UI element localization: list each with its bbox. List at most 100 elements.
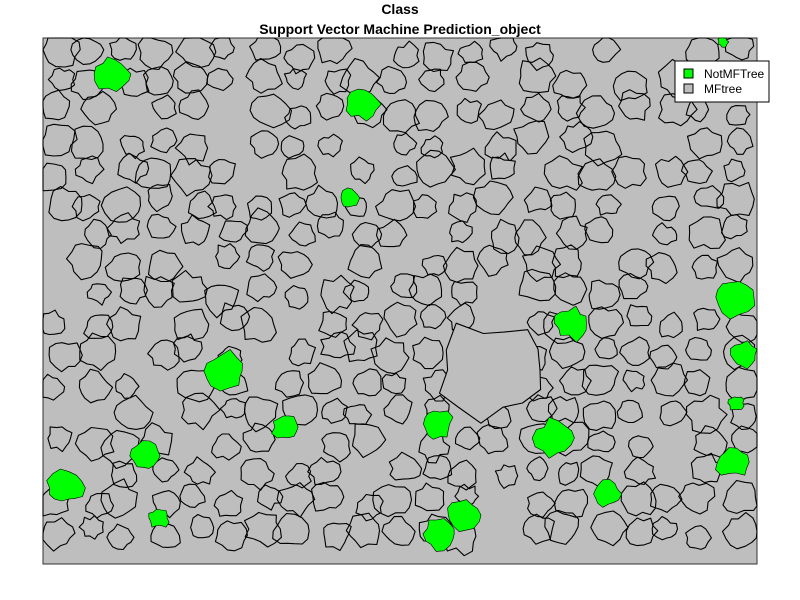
legend-box [674, 60, 770, 103]
mftree-object [455, 61, 490, 92]
mftree-object [113, 394, 154, 430]
mftree-object [344, 196, 367, 217]
mftree-object [320, 331, 356, 359]
mftree-object [323, 522, 352, 552]
legend: NotMFTree MFtree [674, 60, 770, 103]
mftree-object [448, 192, 477, 223]
mftree-object [520, 92, 552, 123]
mftree-object [438, 322, 542, 424]
mftree-object [616, 399, 644, 424]
mftree-object [422, 455, 453, 481]
mftree-object [151, 490, 181, 519]
mftree-object [612, 70, 648, 102]
mftree-object [321, 432, 351, 463]
mftree-object [659, 400, 688, 427]
mftree-object [548, 336, 586, 370]
mftree-object [119, 277, 148, 305]
mftree-object [418, 68, 445, 93]
mftree-object [147, 249, 184, 283]
mftree-object [595, 194, 622, 216]
mftree-object [249, 37, 282, 61]
notmftree-object [730, 340, 758, 370]
mftree-object [147, 339, 180, 371]
mftree-object [282, 394, 319, 429]
mftree-object [256, 484, 284, 511]
mftree-object [48, 185, 83, 222]
mftree-object [42, 162, 67, 192]
mftree-object [456, 97, 482, 124]
mftree-object [457, 40, 484, 63]
mftree-object [421, 254, 448, 276]
mftree-object [307, 362, 343, 395]
notmftree-object [203, 349, 243, 392]
mftree-object [721, 512, 758, 550]
mftree-object [685, 525, 712, 550]
mftree-object [582, 400, 617, 431]
mftree-object [117, 152, 150, 184]
mftree-object [345, 512, 381, 549]
mftree-object [449, 220, 473, 244]
mftree-object [618, 272, 649, 300]
mftree-object [527, 491, 556, 518]
mftree-object [243, 511, 282, 548]
mftree-object [381, 372, 407, 395]
mftree-object [383, 301, 418, 338]
mftree-object [388, 451, 423, 481]
mftree-object [244, 207, 280, 245]
mftree-object [137, 37, 174, 71]
mftree-object [317, 133, 343, 158]
mftree-object [723, 158, 746, 183]
mftree-object [352, 368, 382, 397]
notmftree-object [531, 416, 575, 459]
mftree-object [187, 190, 217, 220]
mftree-object [447, 459, 477, 491]
mftree-object [372, 484, 413, 518]
mftree-object [283, 43, 316, 75]
mftree-object [106, 212, 141, 244]
legend-swatch-mftree [683, 83, 694, 94]
mftree-object [171, 269, 208, 303]
mftree-object [526, 456, 549, 482]
mftree-object [249, 130, 280, 159]
mftree-object [218, 220, 249, 243]
mftree-object [173, 333, 203, 363]
mftree-object [204, 284, 240, 319]
mftree-object [526, 311, 555, 336]
mftree-object [151, 94, 177, 120]
mftree-object [556, 95, 586, 122]
mftree-object [523, 186, 552, 213]
mftree-object [173, 308, 210, 341]
mftree-object [716, 247, 754, 284]
mftree-object [307, 456, 342, 485]
mftree-object [627, 435, 654, 459]
mftree-object [590, 510, 629, 547]
mftree-object [147, 183, 173, 213]
mftree-object [315, 92, 345, 121]
mftree-object [283, 68, 308, 91]
mftree-object [150, 522, 181, 548]
mftree-object [278, 192, 307, 218]
mftree-object [351, 423, 387, 459]
notmftree-object [447, 499, 482, 533]
mftree-object [413, 99, 449, 132]
mftree-object [690, 452, 724, 484]
mftree-object [42, 517, 76, 552]
mftree-object [150, 127, 178, 154]
mftree-object [592, 37, 622, 63]
mftree-object [375, 218, 408, 248]
mftree-object [622, 369, 646, 393]
mftree-object [650, 362, 689, 397]
mftree-object [78, 368, 114, 404]
mftree-object [391, 165, 418, 187]
mftree-object [42, 89, 71, 121]
mftree-object [683, 369, 711, 397]
notmftree-object [46, 468, 86, 502]
notmftree-object [553, 305, 587, 343]
mftree-object [219, 302, 251, 332]
mftree-object [449, 147, 486, 186]
mftree-object [513, 120, 550, 155]
mftree-object [649, 344, 678, 370]
mftree-object [581, 364, 620, 396]
mftree-object [716, 181, 755, 217]
mftree-object [730, 403, 757, 431]
